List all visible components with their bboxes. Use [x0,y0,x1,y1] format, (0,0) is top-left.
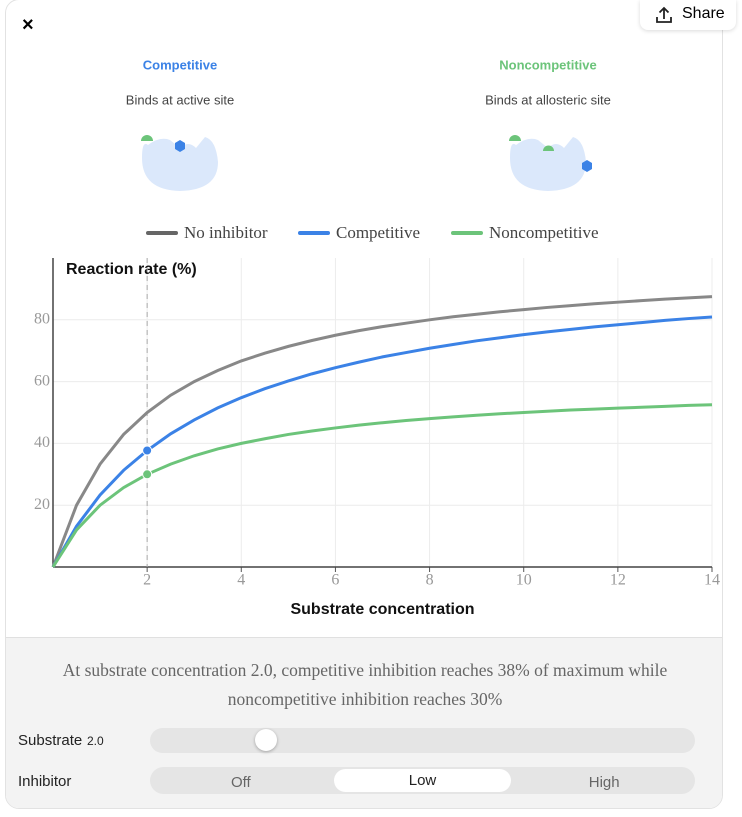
enzyme-competitive [141,135,218,191]
y-tick-label: 60 [34,372,50,389]
legend-label: Noncompetitive [489,223,599,242]
y-tick-label: 40 [34,434,50,451]
x-tick-label: 2 [143,572,151,589]
diagram-subtitle: Binds at allosteric site [485,92,611,107]
close-button[interactable]: × [22,14,34,36]
share-label: Share [682,5,725,22]
y-tick-label: 20 [34,496,50,513]
legend-label: No inhibitor [184,223,268,242]
segment-label: Inhibitor [18,773,72,790]
segment-option[interactable]: Low [333,769,512,792]
y-axis-title: Reaction rate (%) [66,261,197,278]
slider-track[interactable] [150,728,695,753]
highlight-point [142,469,153,480]
share-button[interactable]: Share [640,0,736,30]
slider-label: Substrate [18,732,83,749]
segmented-control: Off Low High [150,767,695,794]
share-icon [656,6,672,23]
diagram-title: Noncompetitive [499,57,597,72]
diagram-subtitle: Binds at active site [126,92,234,107]
x-tick-label: 12 [610,572,626,589]
x-tick-label: 8 [426,572,434,589]
caption: At substrate concentration 2.0, competit… [62,660,668,709]
enzyme-noncompetitive [509,135,592,191]
x-tick-label: 14 [704,572,720,589]
series-line [51,295,713,568]
diagram-title: Competitive [143,57,217,72]
highlight-point [142,445,153,456]
series-line [51,315,713,568]
slider-thumb[interactable] [255,729,277,751]
legend-label: Competitive [336,223,420,242]
series-line [51,403,713,568]
segment-option[interactable]: Off [230,774,251,791]
x-tick-label: 10 [516,572,532,589]
chart: Competitive Binds at active site Noncomp… [34,57,720,618]
card [5,0,723,809]
x-tick-label: 6 [331,572,339,589]
slider-value: 2.0 [87,734,104,748]
segment-option[interactable]: High [588,774,620,791]
x-axis-title: Substrate concentration [290,601,474,618]
x-tick-label: 4 [237,572,245,589]
y-tick-label: 80 [34,310,50,327]
